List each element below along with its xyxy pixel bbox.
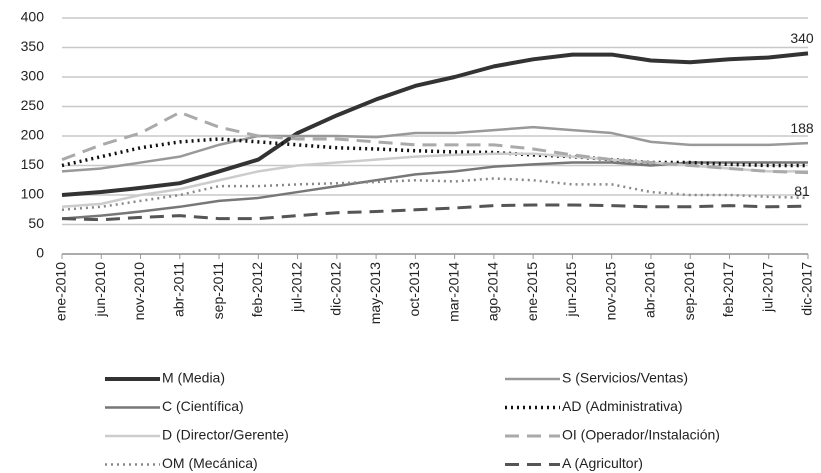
x-tick-label: nov-2010: [131, 262, 147, 321]
data-label: 340: [790, 30, 814, 46]
x-tick-label: sep-2011: [210, 262, 226, 320]
x-tick-label: abr-2016: [642, 262, 658, 318]
y-tick-label: 100: [21, 186, 45, 202]
y-tick-label: 300: [21, 68, 45, 84]
series-line: [61, 177, 809, 211]
legend-label: S (Servicios/Ventas): [562, 370, 688, 386]
x-tick-label: abr-2011: [170, 262, 186, 317]
series-line: [61, 125, 809, 173]
x-tick-label: jul-2017: [759, 262, 775, 313]
legend-label: A (Agricultor): [562, 455, 643, 471]
x-tick-label: nov-2015: [602, 262, 618, 321]
x-tick-label: jun-2015: [563, 262, 579, 318]
x-tick-label: ene-2010: [53, 262, 69, 321]
x-tick-label: mar-2014: [445, 262, 461, 322]
legend-label: C (Científica): [162, 398, 244, 414]
x-tick-label: dic-2012: [328, 262, 344, 316]
y-tick-label: 350: [21, 38, 45, 54]
x-tick-label: dic-2017: [799, 262, 815, 316]
legend-label: AD (Administrativa): [562, 398, 683, 414]
x-tick-label: jul-2012: [288, 262, 304, 313]
x-tick-label: feb-2017: [720, 262, 736, 317]
y-tick-label: 0: [36, 245, 44, 261]
y-tick-label: 50: [28, 215, 44, 231]
series-line: [61, 51, 809, 197]
legend-label: OM (Mecánica): [162, 455, 258, 471]
x-tick-label: jun-2010: [92, 262, 108, 318]
x-tick-label: sep-2016: [681, 262, 697, 321]
y-tick-label: 150: [21, 156, 45, 172]
series-line: [61, 203, 809, 222]
data-label: 81: [794, 183, 810, 199]
legend-label: M (Media): [162, 370, 225, 386]
x-tick-label: feb-2012: [249, 262, 265, 317]
series-line: [61, 152, 808, 209]
y-tick-label: 200: [21, 127, 45, 143]
series-line: [61, 137, 808, 168]
x-tick-label: ago-2014: [485, 262, 501, 321]
data-label: 188: [790, 120, 814, 136]
y-tick-label: 400: [21, 9, 45, 25]
series-line: [61, 110, 809, 175]
y-tick-label: 250: [21, 97, 45, 113]
legend-label: OI (Operador/Instalación): [562, 427, 720, 443]
x-tick-label: oct-2013: [406, 262, 422, 317]
legend-label: D (Director/Gerente): [162, 427, 289, 443]
x-tick-label: ene-2015: [524, 262, 540, 321]
x-tick-label: may-2013: [367, 262, 383, 324]
